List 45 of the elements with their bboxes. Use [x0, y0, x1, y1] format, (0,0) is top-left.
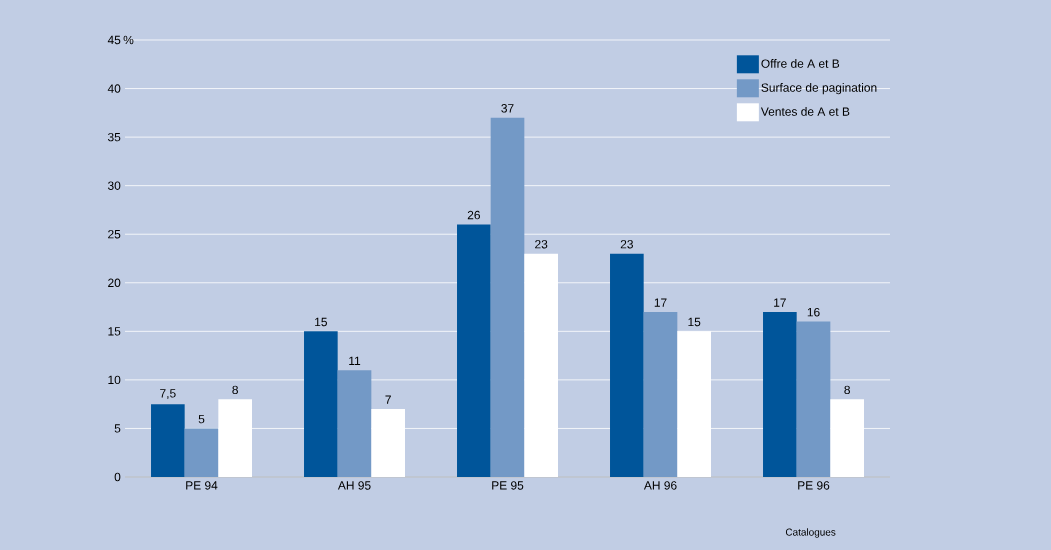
legend-label: Surface de pagination: [761, 83, 877, 95]
data-label: 23: [620, 240, 633, 249]
bar: [763, 311, 797, 477]
legend-label: Ventes de A et B: [760, 107, 850, 116]
data-label: 26: [467, 210, 480, 220]
data-label: 17: [654, 298, 667, 307]
bar: [151, 404, 185, 477]
bar: [184, 428, 219, 477]
y-tick-label: 20: [108, 278, 121, 287]
data-label: 16: [807, 307, 820, 317]
y-tick-label: 0: [114, 472, 121, 482]
y-tick-label: 45: [107, 35, 121, 45]
text: Catalogues: [785, 528, 836, 538]
legend-label: Offre de A et B: [761, 59, 840, 68]
y-tick-label: 10: [108, 375, 121, 385]
x-tick-label: PE 95: [492, 481, 524, 490]
bar: [304, 331, 338, 477]
bar: [457, 224, 491, 477]
y-tick-label: 25: [108, 229, 121, 239]
data-label: 7,5: [160, 389, 176, 399]
x-tick-label: AH 96: [643, 481, 677, 490]
bar: [337, 370, 372, 477]
x-tick-label: AH 95: [337, 481, 371, 490]
x-tick-label: PE 94: [186, 481, 218, 490]
data-label: 8: [844, 385, 850, 395]
data-label: 11: [349, 356, 361, 365]
data-label: 17: [774, 298, 786, 307]
data-label: 7: [385, 395, 391, 404]
bar: [796, 321, 831, 477]
bar: [610, 253, 644, 477]
y-tick-label: 5: [114, 424, 121, 433]
y-tick-label: 15: [108, 327, 121, 336]
bar: [490, 117, 525, 477]
data-label: 37: [501, 104, 514, 113]
y-tick-label: 35: [107, 132, 121, 142]
data-label: 23: [535, 240, 548, 249]
y-axis-title: %: [123, 35, 134, 45]
y-tick-label: 40: [107, 84, 121, 93]
y-tick-label: 30: [107, 181, 121, 190]
data-label: 5: [198, 414, 205, 424]
data-label: 8: [232, 385, 238, 395]
data-label: 15: [315, 317, 327, 327]
x-tick-label: PE 96: [798, 481, 830, 490]
data-label: 15: [688, 317, 701, 327]
bar: [643, 311, 678, 477]
